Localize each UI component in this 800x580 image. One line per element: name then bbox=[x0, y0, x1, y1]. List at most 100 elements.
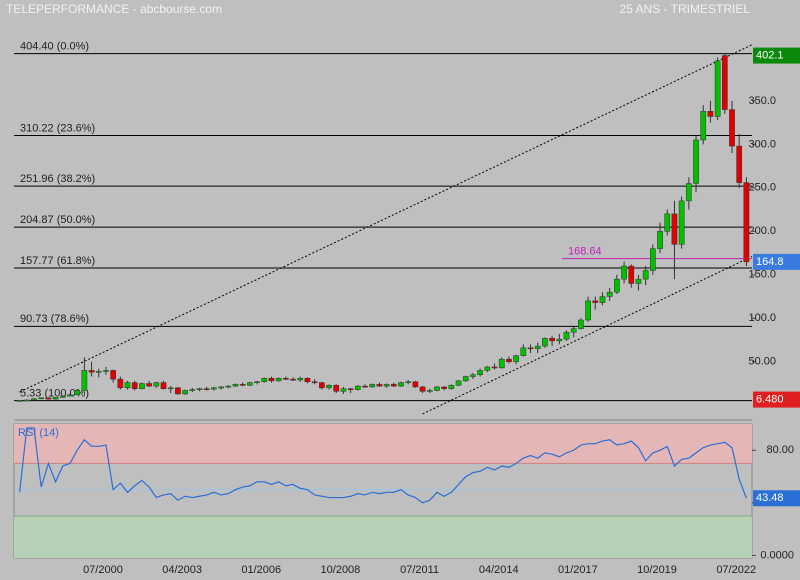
rsi-badge bbox=[753, 490, 800, 507]
value-badge-label: 402.1 bbox=[756, 49, 784, 61]
candle-body bbox=[347, 388, 354, 390]
candle-body bbox=[182, 390, 188, 395]
candle-body bbox=[455, 380, 462, 386]
fib-label: 310.22 (23.6%) bbox=[20, 122, 95, 134]
candle-body bbox=[167, 387, 174, 390]
candle-body bbox=[88, 370, 95, 373]
candle-body bbox=[678, 200, 685, 245]
candle-body bbox=[743, 182, 750, 263]
candle-body bbox=[693, 139, 699, 184]
value-badge bbox=[753, 391, 800, 408]
x-tick-label: 07/2000 bbox=[83, 564, 123, 576]
candle-body bbox=[297, 378, 304, 381]
x-tick-label: 01/2006 bbox=[241, 564, 281, 576]
candle-body bbox=[139, 383, 145, 389]
candle-body bbox=[635, 278, 642, 284]
channel-line bbox=[422, 255, 752, 415]
candle-body bbox=[45, 397, 52, 400]
candle-body bbox=[585, 300, 591, 321]
candle-body bbox=[218, 386, 224, 389]
fib-label: 157.77 (61.8%) bbox=[20, 255, 95, 267]
x-tick-label: 07/2022 bbox=[716, 564, 756, 576]
candle-body bbox=[283, 378, 289, 380]
support-label: 168.64 bbox=[568, 245, 602, 257]
fib-label: 5.33 (100.0%) bbox=[20, 387, 89, 399]
candle-body bbox=[729, 109, 735, 147]
value-badge bbox=[753, 253, 800, 270]
candle-body bbox=[196, 388, 203, 390]
candle-body bbox=[390, 384, 397, 387]
candle-body bbox=[398, 382, 404, 387]
candle-body bbox=[261, 378, 268, 382]
candle-body bbox=[570, 328, 577, 333]
candle-body bbox=[434, 386, 440, 391]
channel-line bbox=[19, 44, 752, 393]
rsi-label: RSI (14) bbox=[18, 427, 59, 439]
candle-body bbox=[247, 382, 253, 386]
candle-body bbox=[354, 385, 361, 390]
candle-body bbox=[117, 378, 124, 389]
candle-body bbox=[232, 384, 239, 387]
candle-body bbox=[700, 111, 707, 141]
candle-body bbox=[419, 386, 426, 392]
candle-body bbox=[290, 378, 296, 381]
candle-body bbox=[369, 384, 376, 388]
candle-body bbox=[225, 385, 232, 388]
candle-body bbox=[160, 382, 167, 389]
candle-body bbox=[23, 399, 30, 402]
value-badge bbox=[753, 47, 800, 64]
candle-body bbox=[477, 370, 483, 376]
x-tick-label: 04/2014 bbox=[479, 564, 519, 576]
candle-body bbox=[448, 384, 455, 389]
candle-body bbox=[254, 381, 260, 383]
candle-body bbox=[340, 388, 347, 392]
candle-body bbox=[563, 331, 570, 340]
candle-body bbox=[671, 213, 678, 245]
candle-body bbox=[74, 390, 81, 396]
candle-body bbox=[175, 387, 181, 395]
fib-label: 204.87 (50.0%) bbox=[20, 214, 95, 226]
candle-body bbox=[405, 381, 412, 383]
rsi-panel: RSI (14) bbox=[13, 423, 753, 559]
candle-body bbox=[534, 345, 541, 349]
fib-label: 251.96 (38.2%) bbox=[20, 173, 95, 185]
x-tick-label: 01/2017 bbox=[558, 564, 598, 576]
candle-body bbox=[520, 347, 527, 356]
candle-body bbox=[103, 370, 109, 372]
x-tick-label: 04/2003 bbox=[162, 564, 202, 576]
candle-body bbox=[685, 183, 692, 202]
candle-body bbox=[52, 397, 59, 400]
oversold-zone bbox=[14, 515, 752, 558]
candle-body bbox=[203, 388, 210, 390]
candle-body bbox=[542, 338, 548, 347]
candle-body bbox=[721, 55, 728, 110]
candle-body bbox=[376, 384, 383, 387]
chart-title: TELEPERFORMANCE - abcbourse.com bbox=[6, 2, 222, 16]
x-tick-label: 10/2008 bbox=[321, 564, 361, 576]
candle-body bbox=[642, 270, 649, 280]
value-badge-label: 6.480 bbox=[756, 393, 784, 405]
candle-body bbox=[462, 376, 469, 382]
candle-body bbox=[311, 381, 318, 383]
candle-body bbox=[426, 390, 433, 392]
candle-body bbox=[95, 371, 102, 373]
candle-body bbox=[239, 384, 246, 386]
y-tick-label: 200.0 bbox=[748, 225, 776, 237]
fib-label: 404.40 (0.0%) bbox=[20, 40, 89, 52]
candle-body bbox=[736, 145, 743, 183]
candle-body bbox=[81, 370, 88, 391]
rsi-tick-label: 80.00 bbox=[766, 444, 794, 456]
candle-body bbox=[304, 378, 311, 382]
candle-body bbox=[621, 265, 627, 280]
candle-body bbox=[31, 398, 37, 401]
candle-body bbox=[318, 382, 325, 389]
candle-body bbox=[592, 300, 599, 303]
overlay: 50.00 100.0 150.0 200.0 250.0 300.0 350.0 402.1… bbox=[14, 47, 800, 576]
candle-body bbox=[67, 394, 73, 397]
candle-body bbox=[527, 347, 534, 350]
candle-body bbox=[628, 265, 635, 284]
candle-body bbox=[38, 397, 45, 400]
overbought-zone bbox=[14, 424, 752, 464]
candle-body bbox=[664, 213, 671, 232]
candle-body bbox=[275, 378, 282, 382]
